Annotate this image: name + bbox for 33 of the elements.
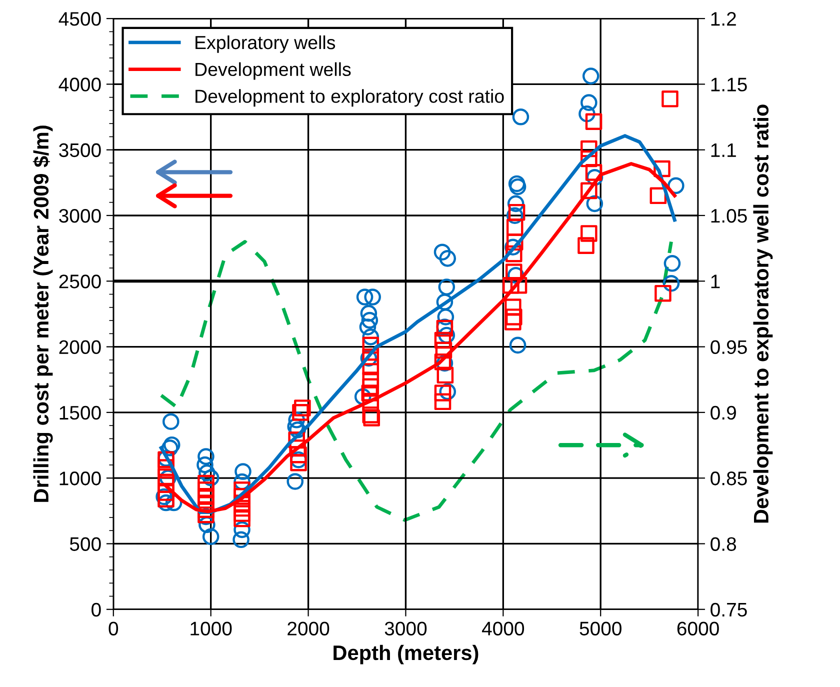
y2-tick-label: 1.15 bbox=[711, 78, 747, 92]
y2-tick-label: 0.8 bbox=[710, 537, 736, 551]
y2-tick-label: 1 bbox=[711, 274, 720, 288]
x-tick-label: 3000 bbox=[384, 622, 427, 636]
x-tick-label: 1000 bbox=[190, 622, 232, 636]
y-tick-label: 2000 bbox=[59, 340, 101, 354]
y-tick-label: 1000 bbox=[60, 472, 101, 486]
y2-tick-label: 1.1 bbox=[711, 144, 736, 157]
x-tick-label: 5000 bbox=[580, 622, 622, 636]
x-tick-label: 4000 bbox=[482, 622, 524, 636]
legend-label: Exploratory wells bbox=[196, 35, 336, 53]
x-tick-label: 2000 bbox=[288, 622, 330, 636]
x-tick-label: 6000 bbox=[677, 622, 719, 636]
y-tick-label: 3000 bbox=[59, 208, 101, 223]
x-tick-label: 0 bbox=[108, 622, 118, 636]
x-axis-title: Depth (meters) bbox=[334, 644, 478, 664]
y2-tick-label: 1.2 bbox=[711, 12, 736, 26]
y-tick-label: 2500 bbox=[59, 274, 101, 288]
y2-tick-label: 0.9 bbox=[710, 406, 736, 420]
y2-axis-title: Development to exploratory well cost ratio bbox=[753, 104, 773, 523]
y-tick-label: 4500 bbox=[58, 12, 101, 26]
y-tick-label: 1500 bbox=[60, 406, 101, 420]
y2-tick-label: 0.75 bbox=[710, 602, 747, 617]
legend-label: Development to exploratory cost ratio bbox=[196, 89, 504, 107]
y2-tick-label: 0.85 bbox=[710, 472, 747, 486]
y-tick-label: 500 bbox=[70, 537, 101, 551]
y2-tick-label: 0.95 bbox=[710, 340, 747, 354]
y2-tick-label: 1.05 bbox=[711, 208, 747, 223]
y-tick-label: 0 bbox=[92, 602, 101, 617]
legend-label: Development wells bbox=[196, 62, 351, 80]
y-tick-label: 4000 bbox=[58, 78, 101, 92]
y-tick-label: 3500 bbox=[59, 143, 101, 158]
y-axis-title: Drilling cost per meter (Year 2009 $/m) bbox=[32, 126, 53, 502]
